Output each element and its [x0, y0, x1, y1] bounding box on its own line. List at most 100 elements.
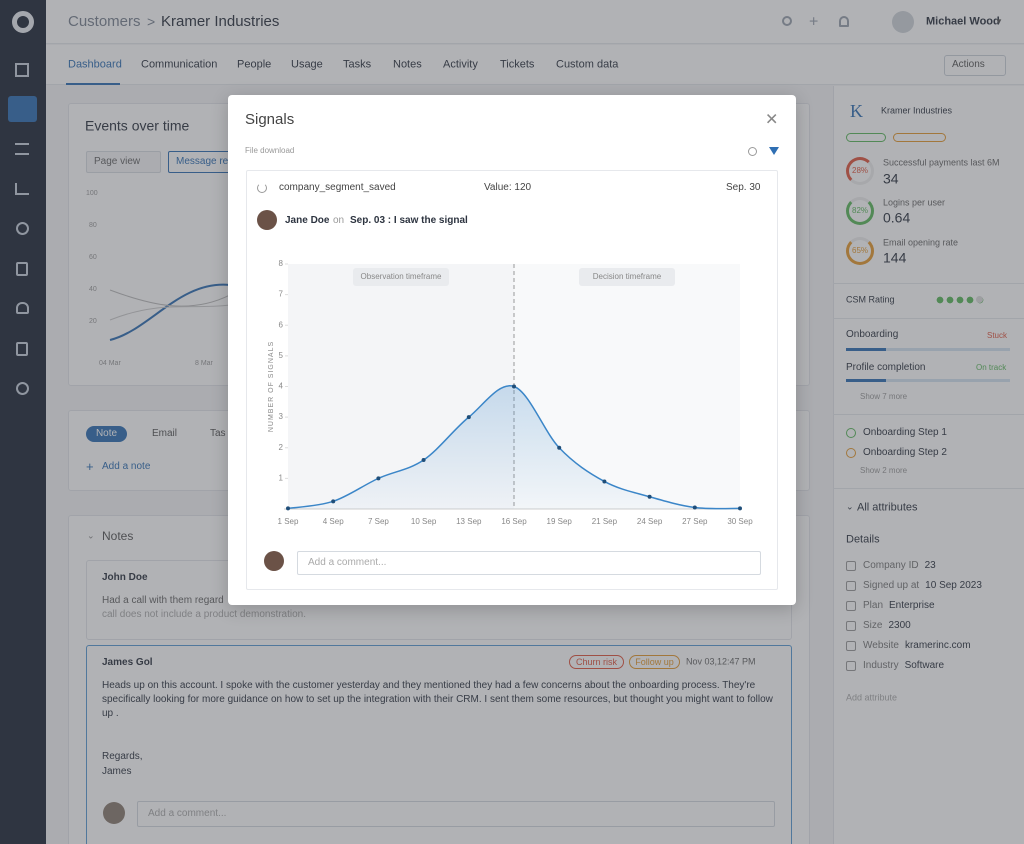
signal-box	[246, 170, 778, 590]
comment-placeholder[interactable]: Add a comment...	[148, 808, 227, 819]
note-author: John Doe	[102, 572, 148, 583]
filter-label[interactable]: Page view	[94, 156, 141, 167]
tab[interactable]: Tickets	[500, 58, 535, 71]
divider	[833, 414, 1024, 415]
nav-icon[interactable]	[15, 63, 29, 77]
all-attributes[interactable]: All attributes	[857, 501, 918, 514]
add-attribute[interactable]: Add attribute	[846, 692, 898, 703]
detail-label: Website	[863, 640, 899, 651]
nav-icon[interactable]	[15, 143, 29, 155]
detail-label: Plan	[863, 600, 884, 611]
nav-icon-active[interactable]	[8, 96, 37, 122]
detail-label: Company ID	[863, 560, 919, 571]
actions-label[interactable]: Actions	[952, 59, 985, 70]
tab[interactable]: Notes	[393, 58, 422, 71]
tab-bar	[46, 45, 1024, 85]
nav-icon[interactable]	[16, 382, 29, 395]
y-tick-label: 100	[86, 189, 98, 197]
breadcrumb[interactable]: Customers	[68, 13, 141, 30]
csm-label: CSM Rating	[846, 294, 895, 305]
add-icon[interactable]: +	[86, 459, 94, 475]
y-tick-label: 80	[89, 221, 97, 229]
account-name: Kramer Industries	[881, 105, 953, 116]
detail-label: Size	[863, 620, 883, 631]
detail-icon	[846, 661, 856, 671]
account-logo: K	[850, 101, 863, 122]
comment-avatar	[103, 802, 125, 824]
add-icon[interactable]: +	[809, 13, 819, 31]
user-avatar[interactable]	[892, 11, 914, 33]
entry-on: on	[333, 215, 345, 226]
tag-churn[interactable]: Churn risk	[569, 655, 624, 669]
tag-follow-up[interactable]: Follow up	[629, 655, 680, 669]
details-title: Details	[846, 533, 880, 546]
search-icon[interactable]	[748, 147, 757, 156]
detail-value: 2300	[888, 620, 911, 631]
tab[interactable]: People	[237, 58, 272, 71]
nav-icon[interactable]	[16, 342, 28, 356]
note-text: Had a call with them regard	[102, 595, 224, 606]
add-note[interactable]: Add a note	[102, 461, 151, 472]
nav-icon[interactable]	[16, 262, 28, 276]
comment-input[interactable]	[297, 551, 761, 575]
metric-label: Logins per user	[883, 197, 946, 208]
logo	[12, 11, 34, 33]
filter-chip[interactable]	[86, 151, 161, 173]
tab[interactable]: Activity	[443, 58, 478, 71]
metric-value: 144	[883, 249, 907, 266]
detail-value: 23	[924, 560, 936, 571]
collapse-chevron[interactable]: ⌄	[87, 530, 95, 541]
detail-value: Enterprise	[889, 600, 935, 611]
progress-fill	[846, 348, 886, 351]
nav-icon[interactable]	[16, 222, 29, 235]
filter-icon[interactable]	[769, 147, 779, 155]
tab[interactable]: Communication	[141, 58, 218, 71]
tab-active[interactable]: Dashboard	[68, 58, 122, 71]
modal-title: Signals	[245, 111, 295, 128]
comment-input[interactable]	[137, 801, 775, 827]
user-name[interactable]: Michael Wood	[926, 15, 1000, 28]
note-signature: James	[102, 766, 132, 777]
entry-author: Jane Doe	[285, 215, 330, 226]
nav-icon[interactable]	[15, 183, 29, 195]
comment-avatar	[264, 551, 284, 571]
breadcrumb-separator: >	[147, 13, 156, 30]
chevron[interactable]: ⌄	[846, 501, 854, 512]
nav-icon[interactable]	[16, 302, 29, 314]
filter-label[interactable]: Message re	[176, 156, 229, 167]
divider	[833, 283, 1024, 284]
show-more[interactable]: Show 2 more	[860, 466, 908, 476]
tab[interactable]: Tasks	[343, 58, 372, 71]
metric-value: 0.64	[883, 209, 911, 226]
composer-tab-active[interactable]: Note	[86, 426, 127, 442]
bell-icon[interactable]	[839, 16, 849, 27]
composer-tab[interactable]: Tas	[210, 428, 226, 439]
close-button[interactable]: ✕	[765, 111, 779, 129]
modal-subtitle: File download	[245, 146, 295, 156]
actions-button[interactable]	[944, 55, 1006, 76]
y-tick-label: 20	[89, 317, 97, 325]
search-icon[interactable]	[782, 16, 792, 26]
progress-status: Stuck	[987, 331, 1008, 341]
account-tag	[893, 133, 946, 142]
detail-value: Software	[904, 660, 945, 671]
detail-icon	[846, 601, 856, 611]
user-caret[interactable]: ▼	[995, 17, 1003, 27]
show-more[interactable]: Show 7 more	[860, 392, 908, 402]
events-line	[109, 304, 230, 321]
events-line	[109, 289, 230, 307]
tab[interactable]: Usage	[291, 58, 323, 71]
account-tag	[846, 133, 886, 142]
signal-date: Sep. 30	[726, 182, 761, 193]
detail-value: 10 Sep 2023	[925, 580, 982, 591]
y-tick-label: 40	[89, 285, 97, 293]
signals-modal: Signals ✕ File download company_segment_…	[228, 95, 796, 605]
notes-title: Notes	[102, 528, 134, 543]
progress-label: Onboarding	[846, 329, 899, 340]
note-author: James Gol	[102, 657, 153, 668]
progress-track	[846, 348, 1010, 351]
tab[interactable]: Custom data	[556, 58, 619, 71]
detail-value: kramerinc.com	[904, 640, 971, 651]
composer-tab[interactable]: Email	[152, 428, 178, 439]
comment-placeholder[interactable]: Add a comment...	[308, 557, 387, 568]
